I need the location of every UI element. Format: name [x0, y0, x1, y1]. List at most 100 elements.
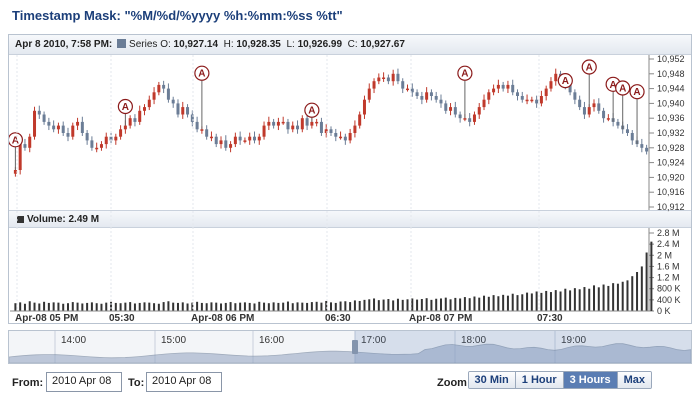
candle-body	[377, 77, 381, 82]
candle-body	[80, 121, 84, 133]
zoom-30min-button[interactable]: 30 Min	[468, 372, 516, 388]
candle-body	[324, 129, 328, 133]
volume-bar	[243, 302, 246, 311]
candle-body	[233, 136, 237, 145]
event-marker-label: A	[12, 135, 19, 146]
candle-body	[353, 125, 357, 133]
volume-bar	[86, 302, 89, 311]
zoom-1hour-button[interactable]: 1 Hour	[515, 372, 564, 388]
candle-body	[482, 99, 486, 108]
candle-body	[549, 81, 553, 89]
price-ytick-label: 10,948	[657, 69, 685, 79]
high-value: 10,928.35	[236, 39, 281, 50]
candle-body	[444, 103, 448, 111]
candle-body	[539, 96, 543, 104]
event-marker-label: A	[198, 69, 205, 80]
navigator-handle-left	[352, 340, 358, 354]
volume-bar	[483, 295, 486, 311]
candle-body	[238, 136, 242, 141]
candle-body	[95, 147, 99, 150]
candle-body	[515, 92, 519, 96]
volume-bar	[19, 302, 22, 311]
candle-body	[606, 118, 610, 120]
volume-bar	[535, 291, 538, 311]
volume-bar	[234, 303, 237, 311]
volume-bar	[114, 302, 117, 311]
zoom-group: 30 Min 1 Hour 3 Hours Max	[467, 371, 652, 389]
volume-ytick-label: 1.6 M	[657, 261, 680, 271]
volume-bar	[602, 284, 605, 311]
navigator-label: 16:00	[259, 335, 284, 346]
candle-body	[114, 136, 118, 141]
volume-bar	[148, 302, 151, 311]
price-ytick-label: 10,944	[657, 84, 685, 94]
to-date-input[interactable]: 2010 Apr 08	[146, 372, 222, 392]
candle-body	[181, 107, 185, 115]
volume-bar	[191, 302, 194, 311]
candle-body	[506, 84, 510, 89]
candle-body	[530, 99, 534, 102]
candle-body	[501, 84, 505, 89]
volume-bar	[549, 292, 552, 311]
volume-bar	[205, 303, 208, 311]
navigator-label: 17:00	[361, 335, 386, 346]
event-marker	[557, 72, 573, 89]
volume-value: 2.49 M	[68, 214, 100, 225]
event-marker-label: A	[461, 69, 468, 80]
low-value: 10,926.99	[297, 39, 343, 50]
candle-body	[434, 96, 438, 100]
volume-bar	[100, 303, 103, 311]
zoom-max-button[interactable]: Max	[617, 372, 651, 388]
volume-bar	[406, 299, 409, 311]
navigator-label: 14:00	[61, 335, 86, 346]
price-ytick-label: 10,916	[657, 187, 685, 197]
navigator-svg[interactable]: 14:00 15:00 16:00 17:00 18:00 19:00	[8, 330, 692, 364]
candle-body	[453, 107, 457, 115]
volume-bar	[344, 301, 347, 311]
volume-bar	[301, 302, 304, 311]
candle-body	[640, 144, 644, 148]
volume-bar	[43, 301, 46, 311]
chart-frame[interactable]: Apr 8 2010, 7:58 PM: Series O: 10,927.14…	[8, 34, 692, 324]
volume-bar	[220, 303, 223, 311]
volume-bar	[540, 292, 543, 311]
volume-bar	[162, 302, 165, 311]
candle-body	[47, 121, 51, 126]
volume-bar	[564, 288, 567, 311]
volume-bar	[62, 303, 65, 311]
volume-bar	[358, 300, 361, 311]
candle-body	[119, 129, 123, 137]
candle-body	[449, 107, 453, 111]
volume-bar	[416, 299, 419, 311]
candle-body	[348, 133, 352, 141]
x-tick-label: 07:30	[537, 313, 563, 323]
candle-body	[76, 121, 80, 126]
chart-svg[interactable]: 10,912 10,916 10,920 10,924 10,928 10,932 10,9…	[9, 35, 691, 323]
volume-bar	[267, 303, 270, 311]
volume-bar	[449, 299, 452, 311]
volume-swatch-icon	[17, 216, 24, 223]
volume-bar	[526, 292, 529, 311]
volume-bar	[38, 303, 41, 311]
open-label: O:	[160, 39, 171, 50]
zoom-3hours-button[interactable]: 3 Hours	[563, 372, 618, 388]
volume-bar	[454, 297, 457, 311]
candle-body	[61, 125, 65, 133]
candle-body	[554, 73, 558, 82]
from-date-input[interactable]: 2010 Apr 08	[46, 372, 122, 392]
volume-ytick-label: 2 M	[657, 250, 672, 260]
volume-bar	[559, 291, 562, 311]
candle-body	[305, 118, 309, 126]
navigator[interactable]: 14:00 15:00 16:00 17:00 18:00 19:00	[8, 330, 692, 364]
volume-bar	[253, 303, 256, 311]
candle-body	[205, 129, 209, 137]
volume-bar	[377, 300, 380, 311]
x-tick-label: Apr-08 06 PM	[191, 313, 254, 323]
candle-body	[176, 103, 180, 115]
from-label: From:	[12, 377, 44, 389]
candle-body	[286, 121, 290, 130]
candle-body	[496, 84, 500, 89]
price-header: Apr 8 2010, 7:58 PM: Series O: 10,927.14…	[9, 35, 691, 55]
volume-bar	[76, 302, 79, 311]
volume-bar	[636, 272, 639, 311]
